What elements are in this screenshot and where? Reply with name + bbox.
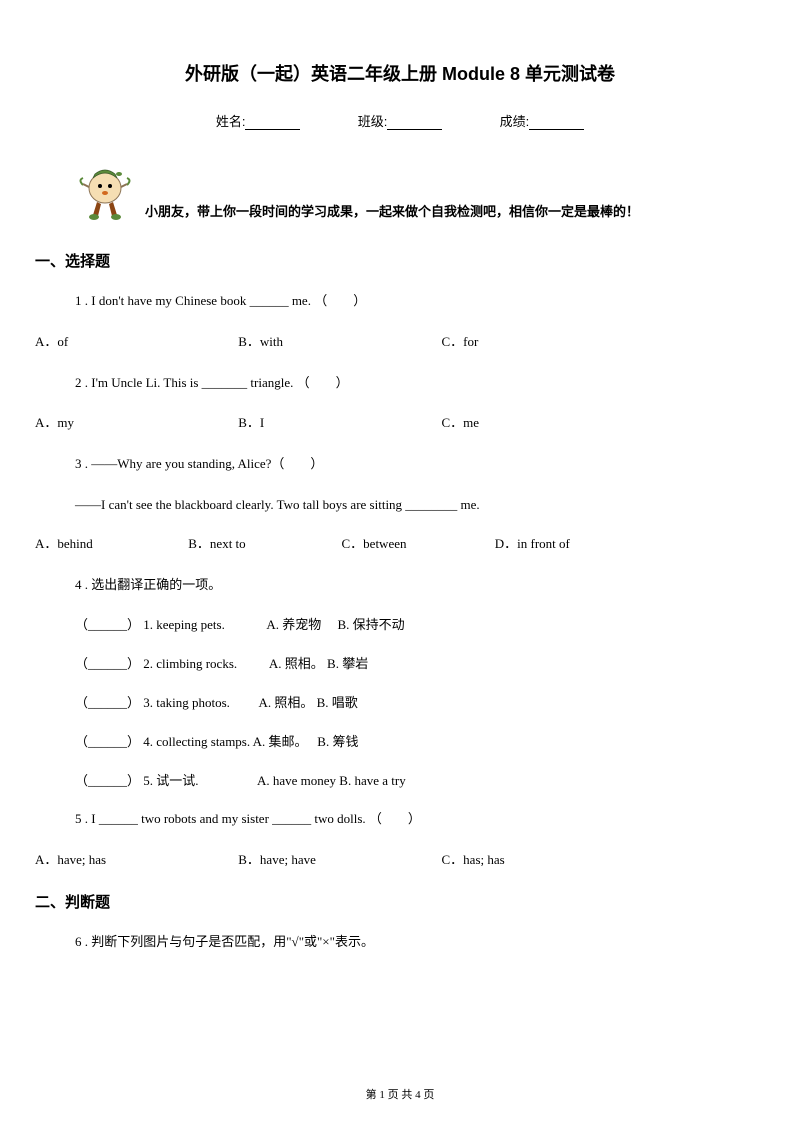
q3-options: A．behind B．next to C．between D．in front … <box>35 534 765 555</box>
q5-optA: A．have; has <box>35 850 235 871</box>
q4-i4: （______） 4. collecting stamps. A. 集邮。 B.… <box>35 732 765 753</box>
q4-i1: （______） 1. keeping pets. A. 养宠物 B. 保持不动 <box>35 615 765 636</box>
q1-optB: B．with <box>238 332 438 353</box>
q3-optA: A．behind <box>35 534 185 555</box>
class-label: 班级: <box>358 114 388 129</box>
page-footer: 第 1 页 共 4 页 <box>0 1086 800 1102</box>
q2-options: A．my B．I C．me <box>35 413 765 434</box>
q1-optC: C．for <box>442 332 479 353</box>
q4-i3: （______） 3. taking photos. A. 照相。 B. 唱歌 <box>35 693 765 714</box>
q2-optB: B．I <box>238 413 438 434</box>
q1-options: A．of B．with C．for <box>35 332 765 353</box>
section2-heading: 二、判断题 <box>35 891 765 912</box>
q2-text: 2 . I'm Uncle Li. This is _______ triang… <box>35 373 765 394</box>
q5-optB: B．have; have <box>238 850 438 871</box>
q3-line2: ——I can't see the blackboard clearly. Tw… <box>35 495 765 516</box>
q6-text: 6 . 判断下列图片与句子是否匹配，用"√"或"×"表示。 <box>35 932 765 953</box>
q1-optA: A．of <box>35 332 235 353</box>
score-blank[interactable] <box>529 116 584 130</box>
q5-options: A．have; has B．have; have C．has; has <box>35 850 765 871</box>
q3-line1: 3 . ——Why are you standing, Alice?（ ） <box>35 454 765 475</box>
q2-optA: A．my <box>35 413 235 434</box>
q4-i5: （______） 5. 试一试. A. have money B. have a… <box>35 771 765 792</box>
q3-optD: D．in front of <box>495 534 570 555</box>
name-label: 姓名: <box>216 114 246 129</box>
encourage-text: 小朋友，带上你一段时间的学习成果，一起来做个自我检测吧，相信你一定是最棒的！ <box>145 201 639 225</box>
section1-heading: 一、选择题 <box>35 250 765 271</box>
mascot-row: 小朋友，带上你一段时间的学习成果，一起来做个自我检测吧，相信你一定是最棒的！ <box>35 160 765 225</box>
q3-optB: B．next to <box>188 534 338 555</box>
mascot-icon <box>75 160 135 225</box>
class-blank[interactable] <box>387 116 442 130</box>
q2-optC: C．me <box>442 413 480 434</box>
page-title: 外研版（一起）英语二年级上册 Module 8 单元测试卷 <box>35 60 765 86</box>
q4-intro: 4 . 选出翻译正确的一项。 <box>35 575 765 596</box>
q4-i2: （______） 2. climbing rocks. A. 照相。 B. 攀岩 <box>35 654 765 675</box>
q5-text: 5 . I ______ two robots and my sister __… <box>35 809 765 830</box>
q5-optC: C．has; has <box>442 850 505 871</box>
name-blank[interactable] <box>245 116 300 130</box>
q3-optC: C．between <box>342 534 492 555</box>
form-row: 姓名: 班级: 成绩: <box>35 111 765 130</box>
q1-text: 1 . I don't have my Chinese book ______ … <box>35 291 765 312</box>
score-label: 成绩: <box>500 114 530 129</box>
